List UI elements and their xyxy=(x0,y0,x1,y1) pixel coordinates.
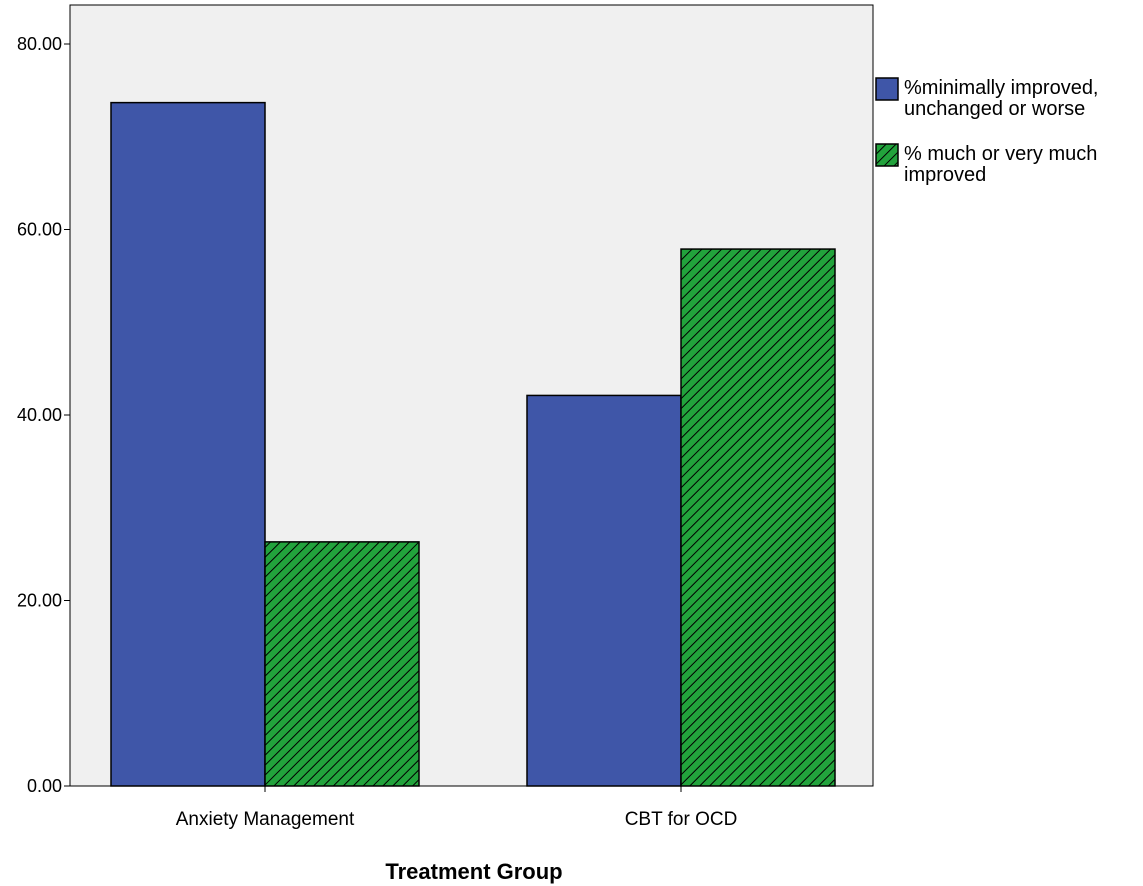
y-tick-label: 20.00 xyxy=(17,591,62,611)
legend: %minimally improved, unchanged or worse % … xyxy=(875,77,1099,186)
y-axis: 0.00 20.00 40.00 60.00 80.00 xyxy=(17,34,70,796)
bar-much-improved xyxy=(264,541,420,787)
y-tick-label: 60.00 xyxy=(17,220,62,240)
y-tick-label: 40.00 xyxy=(17,405,62,425)
y-tick-label: 0.00 xyxy=(27,776,62,796)
x-axis-title: Treatment Group xyxy=(385,859,562,884)
legend-swatch xyxy=(875,77,899,101)
bar-minimally-improved xyxy=(526,394,682,787)
bars xyxy=(110,101,836,787)
bar-minimally-improved xyxy=(110,101,266,787)
x-axis: Anxiety Management CBT for OCD xyxy=(176,786,738,830)
legend-label: %minimally improved, unchanged or worse xyxy=(904,77,1099,120)
x-tick-label: Anxiety Management xyxy=(176,809,355,830)
x-tick-label: CBT for OCD xyxy=(625,809,738,830)
legend-swatch xyxy=(875,143,899,167)
bar-much-improved xyxy=(680,248,836,787)
y-tick-label: 80.00 xyxy=(17,34,62,54)
legend-label: % much or very much improved xyxy=(904,143,1097,186)
